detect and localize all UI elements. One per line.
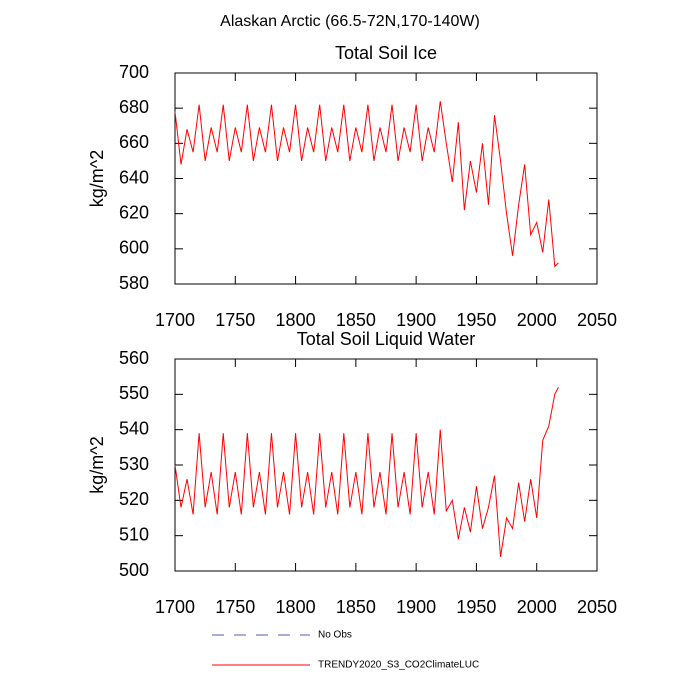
y-tick-label: 500	[119, 560, 149, 580]
x-tick-label: 1800	[276, 310, 316, 330]
x-tick-label: 1750	[215, 597, 255, 617]
figure-title: Alaskan Arctic (66.5-72N,170-140W)	[220, 13, 480, 30]
panel-title: Total Soil Liquid Water	[297, 329, 475, 349]
x-tick-label: 1900	[396, 597, 436, 617]
x-tick-label: 1950	[456, 310, 496, 330]
x-tick-label: 2000	[517, 310, 557, 330]
y-tick-label: 700	[119, 62, 149, 82]
x-tick-label: 1700	[155, 597, 195, 617]
y-tick-label: 680	[119, 97, 149, 117]
y-tick-label: 640	[119, 167, 149, 187]
x-tick-label: 1750	[215, 310, 255, 330]
y-tick-label: 540	[119, 418, 149, 438]
y-tick-label: 560	[119, 348, 149, 368]
panel-title: Total Soil Ice	[335, 43, 437, 63]
plot-frame	[174, 358, 598, 572]
x-tick-label: 1900	[396, 310, 436, 330]
x-tick-label: 2000	[517, 597, 557, 617]
x-tick-label: 1950	[456, 597, 496, 617]
x-tick-label: 1800	[276, 597, 316, 617]
y-tick-label: 520	[119, 489, 149, 509]
y-axis-label: kg/m^2	[87, 436, 107, 493]
legend-label: TRENDY2020_S3_CO2ClimateLUC	[318, 660, 479, 671]
y-tick-label: 620	[119, 202, 149, 222]
y-tick-label: 510	[119, 524, 149, 544]
y-tick-label: 580	[119, 273, 149, 293]
data-line	[174, 101, 559, 268]
plot-frame	[174, 72, 598, 285]
y-tick-label: 600	[119, 238, 149, 258]
y-axis-label: kg/m^2	[87, 150, 107, 207]
x-tick-label: 2050	[577, 310, 617, 330]
x-tick-label: 1700	[155, 310, 195, 330]
y-tick-label: 660	[119, 132, 149, 152]
y-tick-label: 550	[119, 383, 149, 403]
legend-label: No Obs	[318, 630, 352, 641]
x-tick-label: 2050	[577, 597, 617, 617]
x-tick-label: 1850	[336, 597, 376, 617]
y-tick-label: 530	[119, 454, 149, 474]
x-tick-label: 1850	[336, 310, 376, 330]
data-line	[174, 387, 559, 557]
